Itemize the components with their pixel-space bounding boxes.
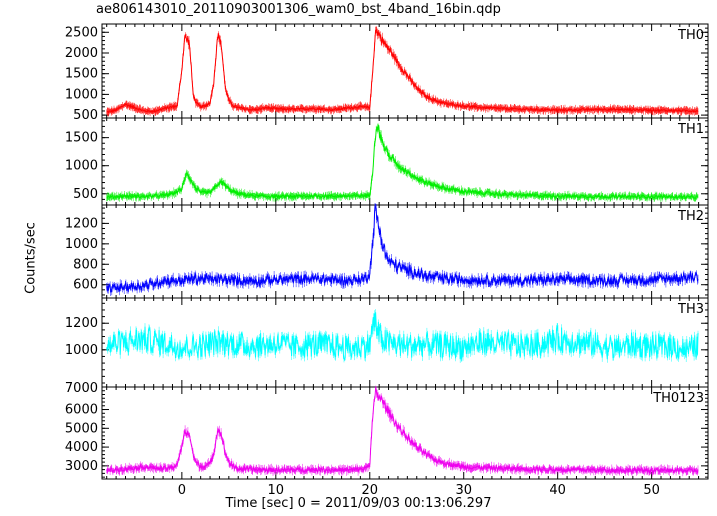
th0123-error-bars — [106, 385, 699, 477]
th2-y-tick-label: 1200 — [65, 216, 98, 231]
th0-y-tick-label: 2500 — [65, 25, 98, 40]
x-tick-label: 50 — [643, 483, 660, 498]
th3-y-tick-label: 1000 — [65, 343, 98, 358]
th1-panel-frame — [101, 117, 709, 206]
th3-y-tick-label: 7000 — [65, 381, 98, 396]
th2-panel-label: TH2 — [677, 209, 704, 224]
th1-panel-label: TH1 — [677, 122, 704, 137]
x-axis-label: Time [sec] 0 = 2011/09/03 00:13:06.297 — [225, 496, 492, 511]
th3-error-bars — [106, 309, 699, 363]
th0123-panel-label: TH0123 — [652, 391, 704, 406]
th1-y-tick-label: 1000 — [65, 159, 98, 174]
th0-y-tick-label: 1000 — [65, 87, 98, 102]
th3-panel-label: TH3 — [677, 302, 704, 317]
th0123-y-tick-label: 4000 — [65, 440, 98, 455]
th0-y-tick-label: 2000 — [65, 46, 98, 61]
th3-series-line — [106, 312, 699, 361]
th0-y-tick-label: 1500 — [65, 67, 98, 82]
th0123-y-tick-label: 3000 — [65, 459, 98, 474]
th0-series-line — [106, 29, 699, 114]
th2-y-tick-label: 1000 — [65, 237, 98, 252]
y-axis-label: Counts/sec — [23, 222, 39, 294]
th1-y-tick-label: 1500 — [65, 131, 98, 146]
x-tick-label: 20 — [361, 483, 378, 498]
th2-y-tick-label: 800 — [73, 257, 98, 272]
x-tick-label: 40 — [549, 483, 566, 498]
x-tick-label: 0 — [178, 483, 186, 498]
x-tick-label: 30 — [455, 483, 472, 498]
x-tick-label: 10 — [268, 483, 285, 498]
th2-y-tick-label: 600 — [73, 278, 98, 293]
th1-y-tick-label: 500 — [73, 187, 98, 202]
th0123-panel-frame — [101, 386, 709, 480]
th2-series-line — [106, 205, 699, 293]
th1-series-line — [106, 125, 699, 200]
th0123-series-line — [106, 387, 699, 475]
th0-y-tick-label: 500 — [73, 108, 98, 123]
th0123-y-tick-label: 6000 — [65, 403, 98, 418]
th0-panel-label: TH0 — [677, 28, 704, 43]
th3-y-tick-label: 1200 — [65, 316, 98, 331]
th0123-y-tick-label: 5000 — [65, 421, 98, 436]
th1-error-bars — [106, 123, 699, 202]
chart-title: ae806143010_20110903001306_wam0_bst_4ban… — [96, 2, 501, 17]
